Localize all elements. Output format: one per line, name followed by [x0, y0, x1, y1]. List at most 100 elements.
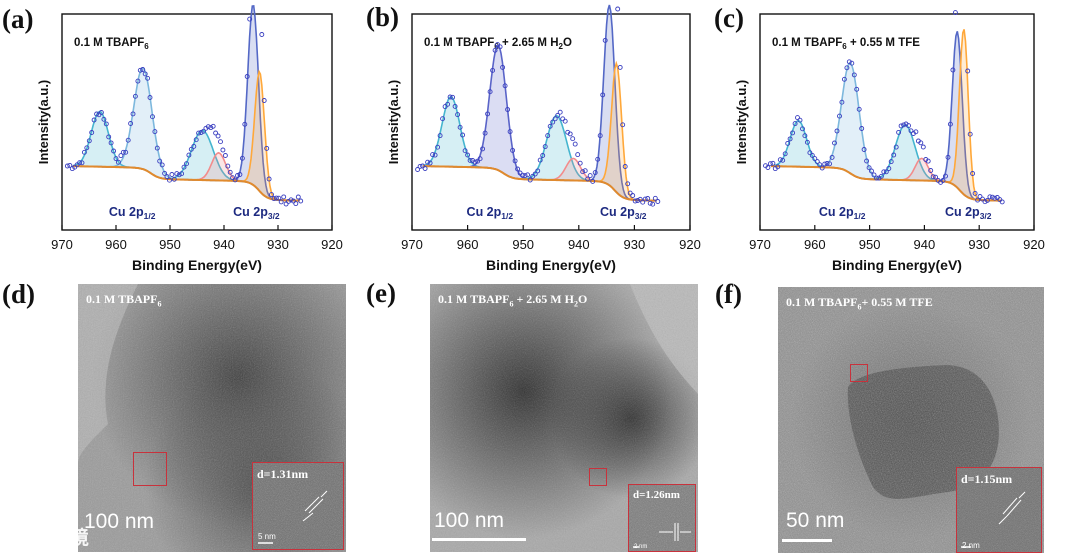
inset-e: d=1.26nm 2 nm — [628, 484, 696, 552]
data-point — [869, 168, 874, 174]
x-tick-label: 940 — [568, 237, 590, 252]
data-point — [502, 83, 508, 89]
data-point — [490, 67, 496, 73]
x-tick-label: 940 — [914, 237, 936, 252]
data-point — [970, 171, 976, 176]
data-point — [269, 192, 274, 198]
inset-label-e: d=1.26nm — [633, 489, 680, 501]
inset-d: d=1.31nm 5 nm — [252, 462, 344, 550]
data-point — [417, 163, 423, 169]
data-point — [898, 123, 904, 129]
data-point — [492, 47, 498, 53]
data-point — [777, 157, 783, 163]
data-point — [415, 167, 421, 172]
data-point — [920, 144, 926, 150]
mini-scale-f: 2 nm — [962, 541, 980, 550]
data-point — [191, 143, 197, 149]
data-point — [567, 131, 573, 137]
roi-box-d — [133, 452, 167, 486]
data-point — [281, 194, 287, 200]
data-point — [841, 76, 847, 82]
data-point — [86, 138, 92, 144]
data-point — [642, 196, 648, 202]
data-point — [210, 123, 216, 129]
data-point — [164, 174, 170, 180]
data-point — [515, 166, 521, 172]
data-point — [984, 197, 990, 203]
data-point — [239, 155, 245, 161]
data-point — [425, 159, 431, 165]
peak-fill — [423, 5, 657, 201]
data-point — [622, 164, 628, 169]
data-point — [125, 137, 131, 143]
data-point — [982, 199, 988, 205]
data-point — [128, 121, 134, 126]
data-point — [582, 168, 588, 174]
y-axis-label: Intensity(a.u.) — [386, 80, 401, 165]
data-point — [580, 169, 586, 175]
data-point — [67, 162, 73, 168]
data-point — [602, 37, 608, 43]
y-axis-label: Intensity(a.u.) — [36, 80, 51, 165]
data-point — [222, 153, 228, 158]
data-point — [462, 148, 468, 154]
data-point — [440, 116, 446, 122]
data-point — [106, 134, 112, 140]
data-point — [620, 122, 626, 128]
tem-image-d: 0.1 M TBAPF6 100 nm d=1.31nm 5 nm — [78, 284, 346, 552]
data-point — [84, 145, 90, 151]
peak-annotation: Cu 2p3/2 — [945, 205, 992, 221]
data-point — [817, 162, 823, 168]
x-tick-label: 970 — [51, 237, 73, 252]
data-point — [972, 190, 978, 196]
peak-fill — [771, 63, 1002, 201]
data-point — [859, 126, 865, 131]
data-point — [930, 174, 936, 180]
data-point — [152, 129, 158, 135]
tem-label-e: 0.1 M TBAPF6 + 2.65 M H2O — [438, 292, 588, 309]
data-point — [655, 199, 661, 204]
xps-svg-b: 970 960 950 940 930 920 Binding Energy(eV) Inte… — [386, 4, 701, 273]
data-point — [999, 199, 1005, 205]
data-point — [457, 124, 463, 130]
data-point — [967, 131, 973, 137]
data-point — [587, 173, 593, 179]
data-point — [987, 194, 993, 200]
mini-scale-d: 5 nm — [258, 532, 276, 541]
data-point — [247, 16, 253, 22]
x-tick-label: 920 — [679, 237, 701, 252]
data-point — [205, 124, 211, 130]
data-point — [943, 173, 948, 179]
data-point — [827, 161, 833, 167]
data-point — [829, 154, 835, 160]
data-point — [555, 112, 561, 118]
data-point — [632, 198, 638, 204]
data-point — [617, 64, 623, 70]
data-point — [522, 173, 528, 179]
data-point — [883, 169, 889, 175]
data-point — [637, 196, 643, 202]
data-point — [839, 99, 845, 105]
data-point — [933, 174, 939, 180]
data-point — [290, 198, 296, 204]
data-point — [864, 158, 870, 164]
data-point — [218, 139, 223, 145]
data-point — [824, 161, 830, 166]
tem-label-f: 0.1 M TBAPF6+ 0.55 M TFE — [786, 295, 933, 312]
data-point — [893, 144, 899, 150]
x-tick-label: 950 — [159, 237, 181, 252]
data-point — [135, 78, 141, 84]
data-point — [480, 146, 486, 152]
background-line — [72, 165, 300, 202]
panel-letter-b: (b) — [366, 2, 399, 32]
data-point — [276, 195, 282, 201]
data-point — [782, 151, 788, 157]
data-point — [422, 166, 428, 171]
data-point — [435, 144, 441, 150]
data-point — [69, 166, 75, 172]
inset-f: d=1.15nm 2 nm — [956, 467, 1042, 553]
data-point — [227, 169, 233, 175]
data-point — [452, 103, 458, 109]
data-point — [627, 190, 633, 196]
data-point — [635, 198, 641, 203]
